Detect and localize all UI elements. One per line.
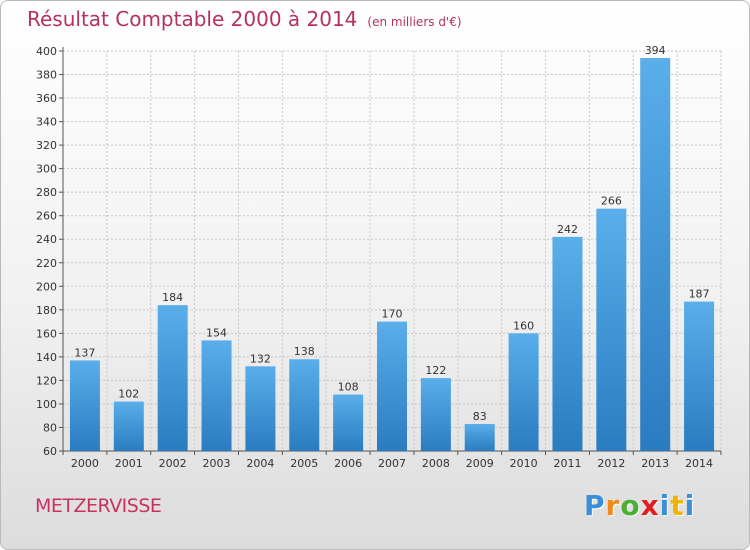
bar-value-label: 137	[74, 346, 95, 359]
y-tick-label: 400	[36, 45, 57, 58]
chart-unit: (en milliers d'€)	[367, 15, 462, 29]
y-tick-label: 80	[43, 421, 57, 434]
y-tick-label: 160	[36, 327, 57, 340]
x-tick-label: 2004	[246, 457, 274, 470]
x-tick-label: 2006	[334, 457, 362, 470]
bar-value-label: 154	[206, 326, 227, 339]
logo-letter: i	[659, 489, 671, 522]
bar	[552, 236, 583, 451]
y-tick-label: 280	[36, 186, 57, 199]
logo-letter: x	[640, 489, 660, 522]
y-tick-label: 260	[36, 210, 57, 223]
chart-title: Résultat Comptable 2000 à 2014 (en millie…	[27, 7, 462, 31]
y-tick-label: 60	[43, 445, 57, 458]
y-tick-label: 380	[36, 69, 57, 82]
bar-value-label: 394	[645, 44, 666, 57]
logo-letter: o	[620, 489, 641, 522]
y-tick-label: 220	[36, 257, 57, 270]
chart-title-text: Résultat Comptable 2000 à 2014	[27, 7, 358, 31]
bar	[113, 401, 144, 451]
bar	[245, 366, 276, 451]
y-tick-label: 320	[36, 139, 57, 152]
bar-value-label: 184	[162, 291, 183, 304]
bar-value-label: 122	[425, 364, 446, 377]
bar-value-label: 266	[601, 195, 622, 208]
y-tick-label: 100	[36, 398, 57, 411]
x-tick-label: 2007	[378, 457, 406, 470]
bar	[420, 378, 451, 451]
x-tick-label: 2011	[553, 457, 581, 470]
bar-value-label: 160	[513, 319, 534, 332]
x-tick-label: 2014	[685, 457, 713, 470]
y-tick-label: 240	[36, 233, 57, 246]
bar	[289, 359, 320, 451]
y-tick-label: 360	[36, 92, 57, 105]
bar	[377, 321, 407, 451]
bar-value-label: 170	[382, 308, 403, 321]
data-labels: 137 102 184 154 132 138 108 170 122 83 160 242 266 39…	[74, 44, 709, 423]
x-tick-label: 2013	[641, 457, 669, 470]
bar-value-label: 102	[118, 388, 139, 401]
bar	[684, 301, 715, 451]
bar	[640, 58, 671, 451]
bar	[157, 305, 188, 451]
y-tick-label: 120	[36, 374, 57, 387]
bar-value-label: 242	[557, 223, 578, 236]
x-tick-label: 2008	[422, 457, 450, 470]
y-tick-label: 180	[36, 304, 57, 317]
bar-value-label: 83	[473, 410, 487, 423]
bar-value-label: 108	[338, 381, 359, 394]
x-tick-label: 2001	[115, 457, 143, 470]
y-tick-label: 340	[36, 116, 57, 129]
x-tick-label: 2000	[71, 457, 99, 470]
y-tick-label: 140	[36, 351, 57, 364]
y-tick-label: 200	[36, 280, 57, 293]
bar-value-label: 138	[294, 345, 315, 358]
logo-letter: i	[684, 489, 696, 522]
commune-name: METZERVISSE	[35, 495, 162, 517]
logo-letter: r	[605, 489, 621, 522]
logo-letter: t	[670, 489, 685, 522]
bars	[69, 58, 715, 451]
bar	[69, 360, 100, 451]
bar	[508, 333, 539, 451]
x-tick-label: 2003	[203, 457, 231, 470]
bar	[201, 340, 232, 451]
logo-letter: P	[584, 489, 606, 522]
x-tick-label: 2002	[159, 457, 187, 470]
x-tick-label: 2009	[466, 457, 494, 470]
proxiti-logo: Proxiti	[584, 489, 695, 522]
x-tick-label: 2005	[290, 457, 318, 470]
bar-value-label: 132	[250, 352, 271, 365]
x-tick-label: 2010	[510, 457, 538, 470]
bar-value-label: 187	[689, 288, 710, 301]
bar	[596, 208, 627, 451]
y-tick-label: 300	[36, 163, 57, 176]
bar	[464, 423, 495, 451]
bar	[333, 394, 364, 451]
x-tick-label: 2012	[597, 457, 625, 470]
